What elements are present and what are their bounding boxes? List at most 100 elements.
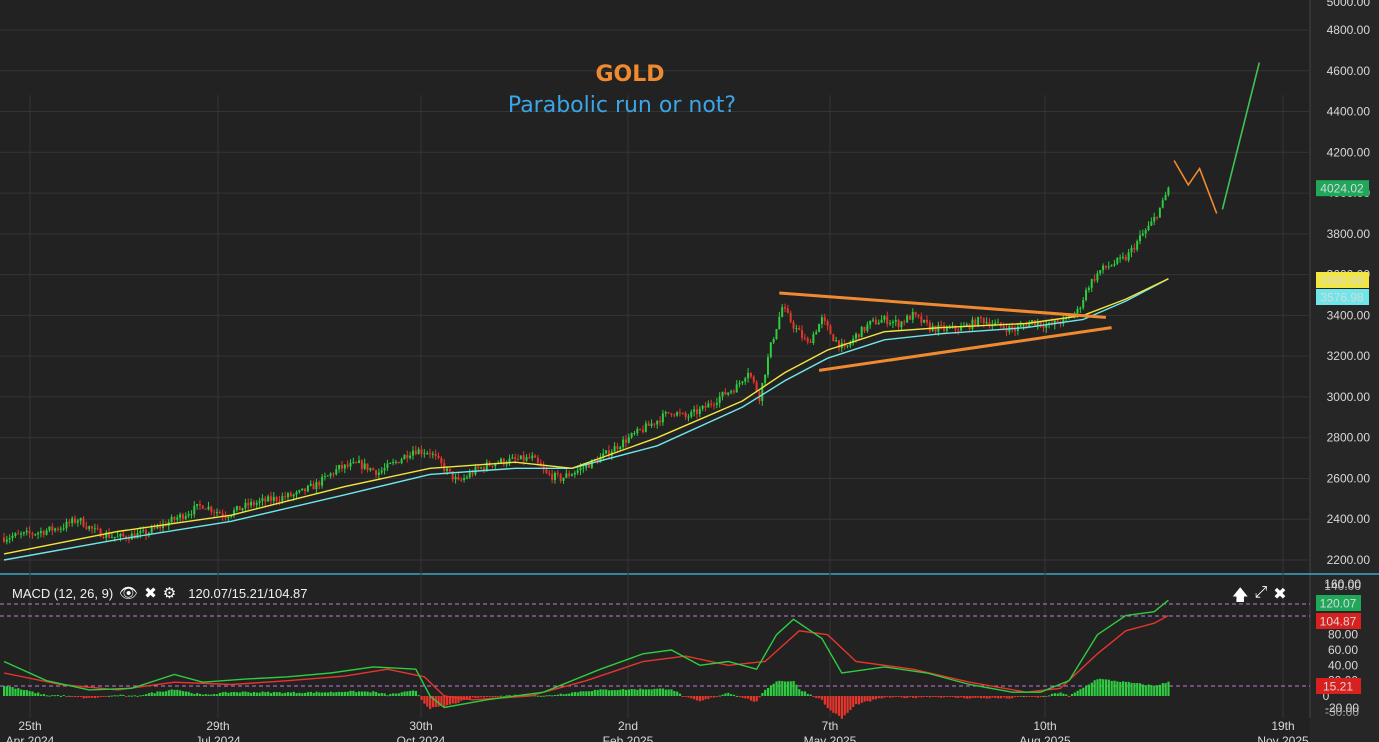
- candle-body: [184, 515, 187, 519]
- macd-bottom-label: -30.00: [1325, 705, 1359, 719]
- candle: [201, 504, 204, 510]
- candle-body: [417, 449, 420, 455]
- candle: [434, 449, 437, 460]
- macd-hist-bar: [22, 690, 26, 696]
- macd-hist-bar: [68, 695, 71, 697]
- x-tick-month-label: Aug 2025: [1019, 734, 1071, 742]
- candle-body: [619, 447, 622, 449]
- macd-hist-bar: [275, 692, 278, 696]
- macd-hist-bar: [1164, 683, 1167, 696]
- macd-hist-bar: [196, 693, 199, 696]
- candle-body: [375, 470, 378, 475]
- candle: [1033, 319, 1036, 327]
- candle: [1062, 315, 1065, 327]
- macd-hist-bar: [113, 695, 116, 697]
- eye-icon[interactable]: 👁︎: [119, 585, 139, 602]
- candle-body: [247, 502, 250, 506]
- candle-body: [71, 518, 74, 524]
- candle-body: [988, 322, 991, 327]
- expand-icon[interactable]: ⤢: [1254, 584, 1268, 601]
- macd-hist-bar: [181, 691, 185, 696]
- candle: [448, 468, 451, 473]
- macd-hist-bar: [599, 689, 602, 696]
- macd-hist-bar: [690, 696, 693, 699]
- candle-body: [79, 518, 82, 521]
- candle-body: [815, 332, 818, 335]
- price-tick-label: 4400.00: [1327, 105, 1371, 119]
- candle-body: [85, 526, 88, 529]
- candle: [698, 405, 701, 418]
- candle: [196, 503, 199, 510]
- candle-body: [139, 531, 142, 534]
- macd-hist-bar: [414, 690, 417, 696]
- candle-body: [673, 414, 676, 416]
- candle-body: [585, 464, 588, 468]
- candle: [684, 411, 687, 420]
- candle: [891, 319, 894, 328]
- histogram-value-label-bg: [1316, 678, 1361, 694]
- candle-body: [289, 493, 292, 497]
- macd-hist-bar: [198, 693, 202, 696]
- candle: [644, 420, 647, 433]
- macd-hist-bar: [755, 696, 758, 702]
- macd-hist-bar: [829, 696, 832, 711]
- candle: [775, 328, 778, 340]
- macd-hist-bar: [806, 693, 809, 696]
- candle-body: [562, 477, 565, 481]
- macd-indicator-header: MACD (12, 26, 9) 👁︎ ✖ ⚙ 120.07/15.21/104…: [12, 584, 308, 602]
- candle: [304, 488, 307, 495]
- candle: [653, 423, 656, 428]
- candle: [39, 527, 42, 538]
- price-tick-label: 3400.00: [1327, 308, 1371, 322]
- candle-body: [1139, 235, 1141, 242]
- macd-hist-bar: [642, 689, 645, 696]
- macd-tick-label: 40.00: [1328, 658, 1358, 672]
- macd-hist-bar: [156, 691, 159, 696]
- candle-body: [1099, 270, 1102, 274]
- macd-hist-bar: [979, 696, 983, 699]
- close-panel-icon[interactable]: ✖: [1273, 586, 1287, 603]
- candle-body: [920, 316, 923, 323]
- macd-hist-bar: [400, 692, 403, 696]
- candle-body: [752, 376, 755, 383]
- candle: [113, 536, 116, 542]
- x-tick-day-label: 29th: [206, 719, 229, 733]
- candle: [5, 535, 8, 545]
- macd-hist-bar: [1136, 683, 1139, 696]
- candle: [656, 420, 659, 429]
- candle-body: [698, 408, 701, 415]
- macd-hist-bar: [119, 694, 122, 696]
- candle: [605, 449, 608, 455]
- candle: [727, 392, 730, 397]
- macd-hist-bar: [619, 689, 622, 696]
- candle-body: [607, 450, 610, 456]
- close-icon[interactable]: ✖: [144, 585, 157, 602]
- candle-body: [829, 325, 832, 335]
- candle-body: [338, 464, 341, 470]
- candle-body: [940, 325, 943, 327]
- candle: [1121, 252, 1124, 260]
- candle-body: [806, 338, 809, 342]
- candle: [784, 303, 786, 313]
- candle: [920, 312, 923, 326]
- gear-icon[interactable]: ⚙: [162, 585, 177, 602]
- move-up-icon[interactable]: 🡅: [1232, 587, 1249, 604]
- candle-body: [335, 469, 338, 475]
- candle-body: [820, 317, 823, 325]
- candle: [872, 317, 875, 323]
- macd-hist-bar: [1048, 695, 1051, 697]
- candle-body: [616, 446, 619, 449]
- candle-body: [454, 477, 457, 480]
- candle-body: [766, 357, 769, 375]
- macd-hist-bar: [616, 690, 619, 696]
- macd-hist-bar: [358, 691, 361, 696]
- candle: [235, 505, 238, 513]
- candle: [323, 472, 326, 481]
- price-tick-label: 4600.00: [1327, 64, 1371, 78]
- macd-hist-bar: [928, 696, 932, 698]
- macd-hist-bar: [835, 696, 838, 714]
- candle: [51, 523, 54, 536]
- macd-hist-bar: [713, 696, 716, 698]
- price-tick-label: 4800.00: [1327, 23, 1371, 37]
